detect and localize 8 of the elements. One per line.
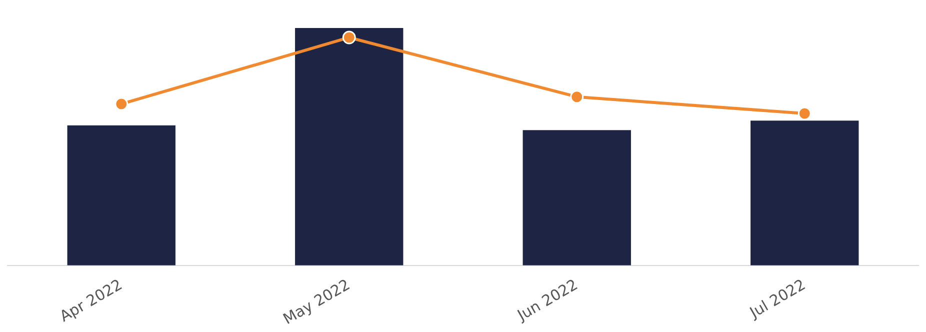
bar	[750, 120, 859, 266]
point	[342, 30, 356, 44]
point	[114, 97, 128, 111]
point	[570, 90, 584, 104]
bar	[295, 28, 404, 266]
bar	[67, 125, 176, 266]
bar	[522, 130, 631, 266]
point	[798, 106, 812, 120]
